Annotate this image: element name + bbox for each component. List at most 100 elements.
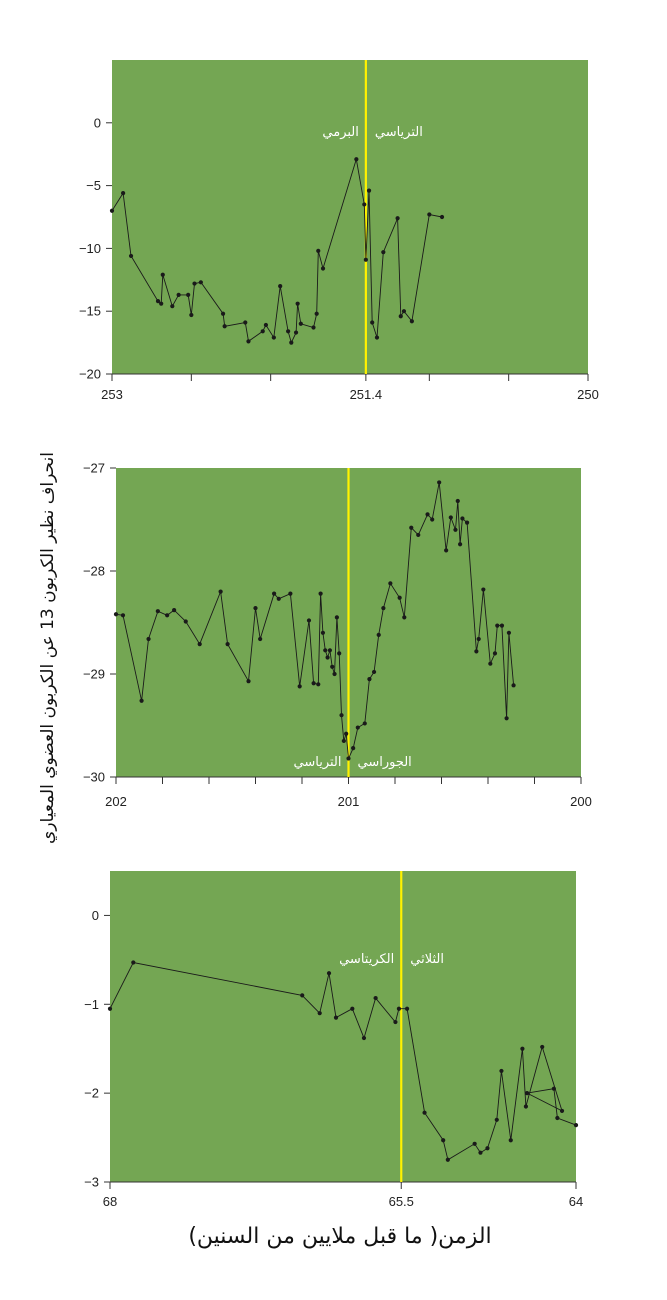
panel-2-data-point — [437, 480, 442, 485]
panel-2-data-point — [458, 542, 463, 547]
panel-1-data-point — [362, 202, 367, 207]
panel-2-data-point — [183, 619, 188, 624]
panel-1-data-point — [374, 335, 380, 340]
panel-2-x-tick-label: 202 — [105, 794, 127, 809]
panel-1-data-point — [263, 322, 269, 328]
panel-2-data-point — [351, 746, 356, 751]
panel-1-data-point — [286, 329, 291, 334]
panel-2-data-point — [172, 608, 177, 613]
panel-3-data-point — [441, 1138, 446, 1143]
panel-1-data-point — [198, 280, 203, 285]
panel-3-data-point — [396, 1006, 402, 1011]
panel-3-data-point — [361, 1035, 367, 1041]
panel-3-data-point — [326, 971, 332, 976]
panel-3-data-point — [559, 1108, 565, 1114]
panel-1-older-period-label: البرمي — [322, 125, 358, 140]
panel-1-data-point — [246, 339, 251, 344]
panel-1-data-point — [366, 188, 372, 193]
panel-1-data-point — [398, 314, 403, 319]
panel-2-data-point — [197, 642, 202, 647]
panel-1-y-tick-label: −10 — [79, 241, 101, 256]
panel-2-data-point — [425, 512, 430, 517]
panel-2-data-point — [165, 613, 170, 618]
panel-3-data-point — [107, 1006, 113, 1011]
panel-2-data-point — [371, 669, 377, 675]
panel-2-data-point — [460, 516, 465, 521]
panel-3-x-tick-label: 68 — [103, 1194, 117, 1209]
panel-1-data-point — [381, 250, 386, 255]
y-axis-title: انحراف نظير الكربون 13 عن الكربون العضوي… — [38, 452, 58, 844]
panel-1-data-point — [320, 266, 326, 271]
panel-1-data-point — [439, 214, 445, 220]
panel-1-data-point — [409, 319, 414, 324]
panel-2-data-point — [327, 648, 332, 653]
panel-3-data-point — [373, 995, 378, 1001]
panel-1-series-line — [111, 159, 443, 344]
panel-1-data-point — [109, 208, 115, 213]
panel-2-y-tick-label: −27 — [83, 461, 105, 476]
panel-2-data-point — [355, 725, 360, 730]
panel-1-data-point — [192, 281, 197, 286]
panel-2-data-point — [492, 651, 498, 656]
panel-2-data-point — [306, 618, 312, 623]
panel-3-data-point — [445, 1157, 450, 1162]
panel-1-data-point — [289, 340, 294, 345]
panel-2-data-point — [341, 738, 346, 744]
panel-2-data-point — [397, 595, 402, 600]
panel-1-data-point — [121, 191, 126, 196]
panel-3-y-tick-label: 0 — [92, 908, 99, 923]
panel-2-data-point — [388, 581, 393, 586]
panel-2-data-point — [476, 636, 481, 642]
panel-1-y-tick-label: −20 — [79, 367, 101, 382]
panel-2-data-point — [402, 615, 407, 620]
panel-3-x-tick-label: 65.5 — [389, 1194, 414, 1209]
panel-2-data-point — [444, 548, 449, 553]
panel-2-data-point — [367, 677, 372, 682]
panel-2-data-point — [139, 698, 144, 703]
panel-3-data-point — [317, 1011, 322, 1016]
panel-2-data-point — [258, 636, 263, 642]
panel-1-data-point — [170, 304, 175, 309]
panel-3-data-point — [524, 1091, 530, 1096]
panel-2-data-point — [272, 591, 277, 596]
panel-1-data-point — [401, 309, 407, 314]
panel-2-data-point — [225, 642, 230, 647]
panel-1-data-point — [243, 320, 248, 325]
panel-2-data-point — [339, 713, 344, 718]
panel-1-data-point — [160, 272, 165, 277]
panel-1-x-tick-label: 250 — [577, 387, 599, 402]
panel-1-data-point — [271, 335, 276, 340]
panel-2-data-point — [332, 671, 337, 677]
panel-1-data-point — [370, 320, 375, 325]
panel-2-data-point — [504, 716, 509, 721]
panel-3-data-point — [494, 1117, 499, 1122]
x-axis-title: الزمن( ما قبل ملايين من السنين) — [188, 1224, 491, 1249]
panel-2-data-point — [120, 613, 126, 618]
panel-2-data-point — [288, 591, 293, 596]
panel-1-data-point — [314, 311, 319, 316]
panel-3-data-point — [573, 1123, 579, 1128]
panel-1-data-point — [395, 216, 400, 221]
panel-1-data-point — [222, 324, 227, 329]
panel-3-y-tick-label: −3 — [84, 1175, 99, 1190]
panel-2-data-point — [464, 520, 470, 525]
panel-2-data-point — [346, 756, 351, 761]
panel-3-plot-area — [110, 871, 576, 1182]
panel-1-data-point — [159, 301, 164, 306]
panel-2-data-point — [253, 605, 258, 611]
panel-3-older-period-label: الكريتاسي — [339, 952, 394, 967]
panel-2-data-point — [376, 632, 381, 637]
panel-2-data-point — [448, 515, 453, 520]
panel-2-data-point — [246, 679, 251, 684]
panel-2-data-point — [330, 664, 335, 669]
panel-3-data-point — [520, 1046, 525, 1051]
panel-1-younger-period-label: الترياسي — [375, 125, 423, 140]
panel-3-data-point — [551, 1086, 556, 1091]
panel-2-data-point — [409, 525, 414, 530]
panel-1-data-point — [293, 330, 299, 335]
panel-3-data-point — [555, 1115, 560, 1121]
panel-2-y-tick-label: −28 — [83, 564, 105, 579]
panel-2-x-tick-label: 201 — [338, 794, 360, 809]
panel-2-data-point — [381, 605, 386, 611]
